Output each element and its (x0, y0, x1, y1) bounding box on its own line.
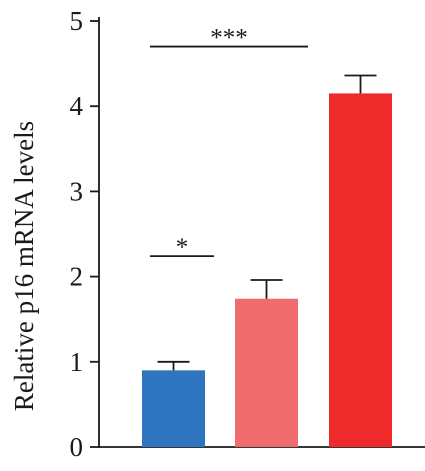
bar (329, 93, 392, 448)
significance-annotations: **** (150, 25, 308, 261)
bars (142, 93, 392, 448)
y-tick-label: 5 (70, 6, 84, 36)
y-tick-label: 1 (70, 347, 84, 377)
y-axis-title: Relative p16 mRNA levels (9, 121, 39, 411)
y-tick-label: 0 (70, 432, 84, 462)
error-bars (157, 74, 377, 371)
y-tick-label: 2 (70, 262, 84, 292)
significance-label: *** (210, 25, 248, 52)
y-tick-label: 3 (70, 176, 84, 206)
y-tick-label: 4 (70, 91, 84, 121)
bar (235, 298, 298, 447)
significance-label: * (176, 234, 189, 261)
bar (142, 370, 205, 447)
